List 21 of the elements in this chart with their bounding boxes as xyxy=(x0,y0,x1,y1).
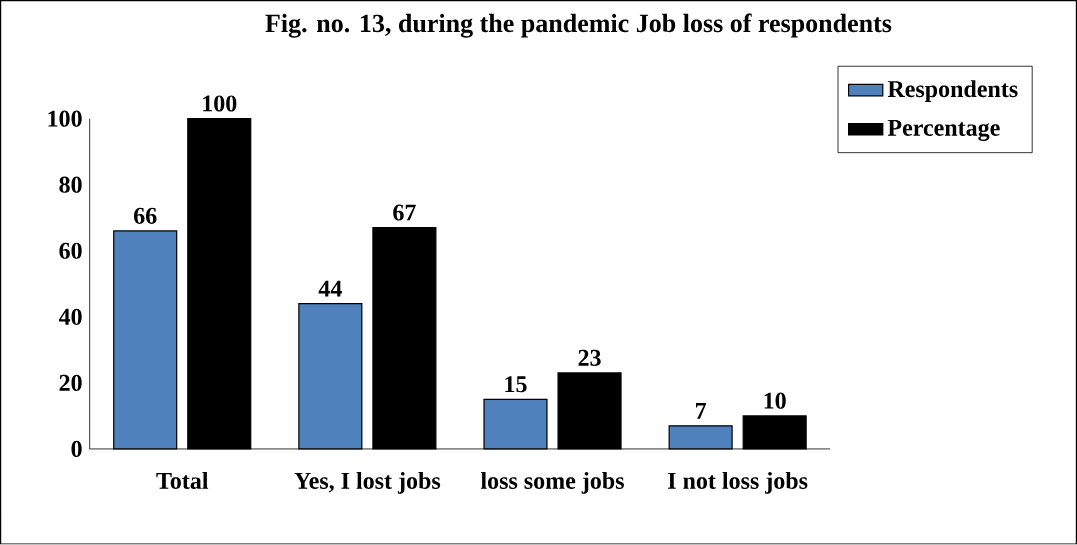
y-tick-label: 60 xyxy=(59,242,82,260)
legend-label: Respondents xyxy=(887,80,1018,103)
legend-label: Percentage xyxy=(887,120,1000,142)
y-tick-label: 40 xyxy=(58,308,82,326)
data-label: 100 xyxy=(203,95,237,112)
data-label: 23 xyxy=(578,349,601,367)
y-tick-label: 100 xyxy=(48,110,82,127)
y-tick-label: 20 xyxy=(59,374,82,392)
data-label: 67 xyxy=(393,204,416,221)
x-tick-label: Yes, I lost jobs xyxy=(294,472,441,494)
y-tick-label: 80 xyxy=(59,176,82,194)
x-tick-label: loss some jobs xyxy=(480,472,624,494)
y-tick-label: 0 xyxy=(71,441,82,458)
chart-title: Fig. no. 13, during the pandemic Job loss of respondents xyxy=(265,13,892,38)
data-label: 44 xyxy=(318,280,342,297)
data-label: 10 xyxy=(764,392,786,410)
data-label: 66 xyxy=(134,207,157,225)
x-tick-label: I not loss jobs xyxy=(668,472,808,494)
data-label: 7 xyxy=(696,403,707,419)
data-label: 15 xyxy=(505,376,527,393)
x-tick-label: Total xyxy=(156,472,209,490)
